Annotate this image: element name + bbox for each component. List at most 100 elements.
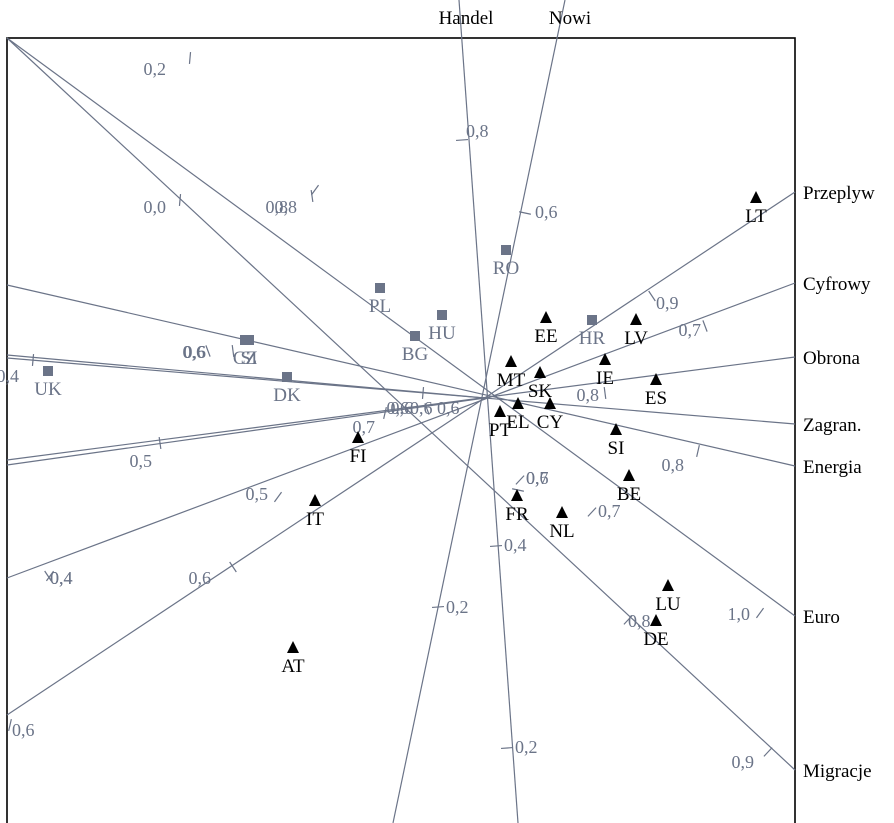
axis-tick: [648, 290, 656, 302]
tick-label: 0,8: [275, 197, 298, 217]
axis-tick: [623, 615, 633, 625]
point-label: FR: [505, 504, 529, 525]
tick-label: 0,9: [656, 293, 679, 313]
tick-label: 0,6: [535, 202, 558, 222]
tick-label: 0,5: [130, 451, 153, 471]
point-label: EL: [506, 412, 529, 433]
point-label: IE: [596, 368, 614, 389]
tick-label: 0,8: [662, 455, 685, 475]
point-label: LT: [745, 206, 767, 227]
axis-tick: [205, 345, 211, 357]
point-label: HU: [428, 323, 456, 344]
point-label: IT: [306, 509, 324, 530]
axis-tick: [515, 475, 525, 485]
tick-label: 0,2: [144, 59, 167, 79]
point-label: HR: [579, 328, 606, 349]
square-marker: [587, 315, 597, 325]
tick-label: 0,7: [353, 417, 376, 437]
axis-line: [392, 0, 566, 823]
point-label: AT: [281, 656, 305, 677]
axis-tick: [455, 138, 469, 142]
tick-label: 0,7: [598, 501, 621, 521]
triangle-marker: [512, 397, 524, 409]
tick-label: 0,6: [12, 720, 35, 740]
tick-label: 0,7: [526, 468, 549, 488]
axis-tick: [44, 570, 52, 582]
axis-title: Energia: [803, 457, 862, 478]
tick-label: 0,4: [50, 568, 73, 588]
triangle-marker: [599, 353, 611, 365]
axis-tick: [763, 747, 773, 757]
axis-title: Migracje: [803, 761, 872, 782]
axis-tick: [231, 344, 235, 358]
axis-tick: [603, 386, 607, 400]
triangle-marker: [610, 423, 622, 435]
tick-label: 1,0: [728, 604, 751, 624]
axis-tick: [273, 491, 283, 503]
axis-line: [6, 191, 796, 716]
tick-label: 0,2: [446, 597, 469, 617]
square-marker: [501, 245, 511, 255]
axis-title: Obrona: [803, 348, 861, 369]
triangle-marker: [309, 494, 321, 506]
axis-tick: [383, 407, 387, 419]
triangle-marker: [630, 313, 642, 325]
triangle-marker: [623, 469, 635, 481]
axis-tick: [489, 544, 503, 548]
tick-label: 0,6: [189, 568, 212, 588]
axis-tick: [519, 211, 531, 215]
point-label: DE: [643, 629, 668, 650]
square-marker: [437, 310, 447, 320]
axis-tick: [587, 507, 597, 517]
axis-tick: [31, 353, 35, 367]
triangle-marker: [511, 489, 523, 501]
axis-tick: [310, 189, 314, 203]
axis-line: [6, 354, 486, 399]
triangle-marker: [544, 397, 556, 409]
axis-tick: [310, 184, 320, 196]
triangle-marker: [287, 641, 299, 653]
point-label: DK: [273, 385, 301, 406]
tick-label: 0,6: [437, 398, 460, 418]
tick-label: 0,5: [246, 484, 269, 504]
triangle-marker: [650, 373, 662, 385]
axis-tick: [696, 445, 700, 457]
axis-title: Zagran.: [803, 415, 862, 436]
point-label: MT: [497, 370, 526, 391]
tick-label: 0,6: [526, 468, 549, 488]
point-label: LU: [655, 594, 681, 615]
axis-title: Euro: [803, 607, 840, 628]
axis-tick: [702, 320, 708, 332]
square-marker: [410, 331, 420, 341]
axis-tick: [500, 746, 514, 750]
tick-label: 0,4: [0, 366, 19, 386]
tick-label: 0,4: [504, 535, 527, 555]
point-label: ES: [645, 388, 667, 409]
point-label: RO: [493, 258, 519, 279]
axis-title: Cyfrowy: [803, 274, 871, 295]
axis-tick: [158, 436, 162, 450]
point-label: SI: [608, 438, 625, 459]
axis-line: [458, 0, 519, 823]
plot-frame: [6, 37, 796, 823]
axis-title: Nowi: [549, 8, 591, 29]
tick-label: 0,6: [387, 398, 410, 418]
tick-label: 0,8: [466, 121, 489, 141]
axis-tick: [178, 193, 182, 207]
point-label: EE: [534, 326, 557, 347]
axis-line: [6, 282, 796, 579]
triangle-marker: [750, 191, 762, 203]
axis-tick: [229, 561, 237, 573]
point-label: NL: [549, 521, 574, 542]
point-label: BG: [402, 344, 429, 365]
triangle-marker: [352, 431, 364, 443]
point-label: SK: [528, 381, 553, 402]
point-label: LV: [624, 328, 648, 349]
tick-label: 0,0: [144, 197, 167, 217]
triangle-marker: [534, 366, 546, 378]
axis-line: [6, 37, 796, 617]
tick-label: 0,6: [184, 342, 207, 362]
axis-line: [6, 37, 796, 771]
point-label: PT: [489, 420, 512, 441]
